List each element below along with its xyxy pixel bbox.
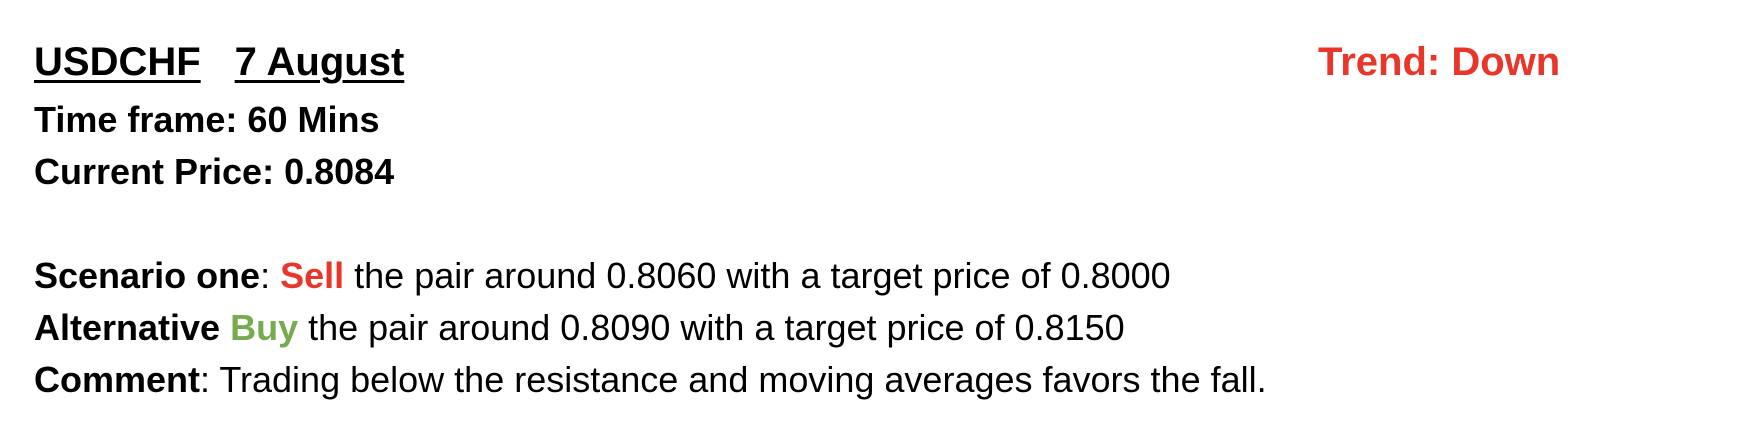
scenario-one-line: Scenario one: Sell the pair around 0.806… bbox=[34, 254, 1171, 298]
scenario-one-label: Scenario one bbox=[34, 255, 261, 296]
comment-text: Trading below the resistance and moving … bbox=[219, 359, 1267, 400]
comment-line: Comment: Trading below the resistance an… bbox=[34, 358, 1267, 402]
comment-separator: : bbox=[200, 359, 220, 400]
alternative-label: Alternative bbox=[34, 307, 221, 348]
alternative-text: the pair around 0.8090 with a target pri… bbox=[298, 307, 1125, 348]
pair-name: USDCHF bbox=[34, 40, 201, 84]
time-frame-line: Time frame: 60 Mins bbox=[34, 99, 380, 140]
comment-label: Comment bbox=[34, 359, 201, 400]
alternative-line: Alternative Buy the pair around 0.8090 w… bbox=[34, 306, 1125, 350]
buy-action: Buy bbox=[230, 307, 299, 348]
trend-label: Trend: Down bbox=[1318, 40, 1561, 84]
current-price-line: Current Price: 0.8084 bbox=[34, 151, 395, 192]
scenario-one-separator: : bbox=[260, 255, 281, 296]
document-title: USDCHF 7 August bbox=[34, 40, 404, 84]
alternative-separator bbox=[220, 307, 230, 348]
scenario-one-text: the pair around 0.8060 with a target pri… bbox=[344, 255, 1171, 296]
note-date: 7 August bbox=[234, 40, 405, 84]
sell-action: Sell bbox=[280, 255, 345, 296]
